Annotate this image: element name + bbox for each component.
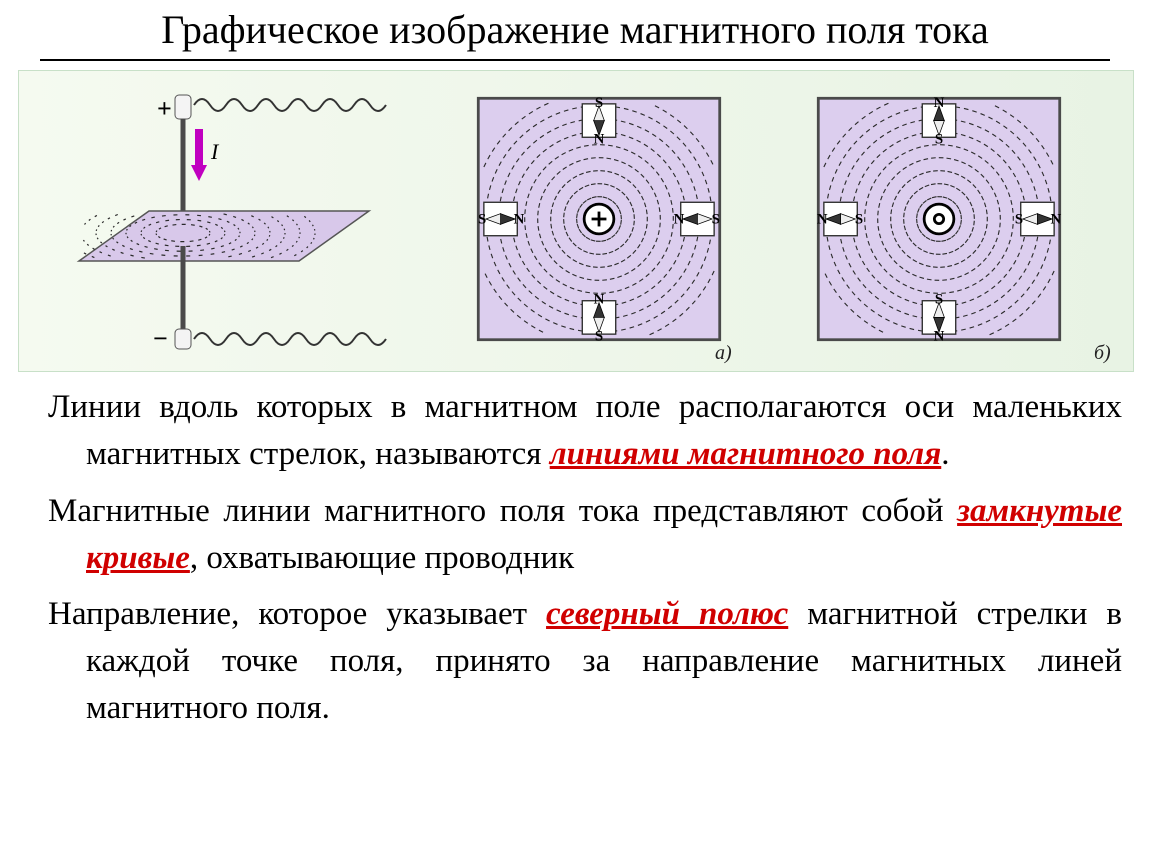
svg-text:S: S [595,328,603,344]
paragraph-2: Магнитные линии магнитного поля тока пре… [28,488,1122,582]
diagram-topview-a: N S N S N S N S [459,89,739,349]
diagram-a-svg: + I − [49,81,399,361]
svg-text:N: N [514,212,525,228]
diagram-c-svg: N S N S N S N S [799,89,1079,349]
diagram-b-svg: N S N S N S N S [459,89,739,349]
svg-text:−: − [153,324,168,353]
slide-title: Графическое изображение магнитного поля … [40,6,1110,61]
svg-text:N: N [674,212,685,228]
paragraph-3: Направление, которое указывает северный … [28,591,1122,732]
sublabel-b: б) [1094,342,1111,365]
svg-text:S: S [935,292,943,308]
svg-text:S: S [595,95,603,111]
p3-emphasis: северный полюс [546,596,788,632]
svg-text:+: + [157,94,172,123]
body-text: Линии вдоль которых в магнитном поле рас… [28,384,1122,742]
p3-text-a: Направление, которое указывает [48,596,546,632]
svg-text:N: N [594,292,605,308]
p1-emphasis: линиями магнитного поля [550,436,942,472]
svg-text:S: S [712,212,720,228]
svg-text:S: S [478,212,486,228]
svg-text:N: N [1050,212,1061,228]
paragraph-1: Линии вдоль которых в магнитном поле рас… [28,384,1122,478]
svg-text:N: N [934,328,945,344]
p2-text-b: , охватывающие проводник [190,540,574,576]
svg-text:N: N [594,132,605,148]
slide-page: Графическое изображение магнитного поля … [0,0,1150,864]
diagram-wire-through-card: + I − [49,81,399,361]
p1-text-b: . [941,436,949,472]
svg-text:I: I [210,139,220,164]
svg-text:N: N [934,95,945,111]
p2-text-a: Магнитные линии магнитного поля тока пре… [48,493,957,529]
sublabel-a: а) [715,342,732,365]
figure-zone: + I − N S N S N S N S N S N S N S N S а) б) [18,70,1134,372]
svg-text:N: N [817,212,828,228]
svg-text:S: S [855,212,863,228]
svg-text:S: S [1015,212,1023,228]
diagram-topview-b: N S N S N S N S [799,89,1079,349]
svg-text:S: S [935,132,943,148]
